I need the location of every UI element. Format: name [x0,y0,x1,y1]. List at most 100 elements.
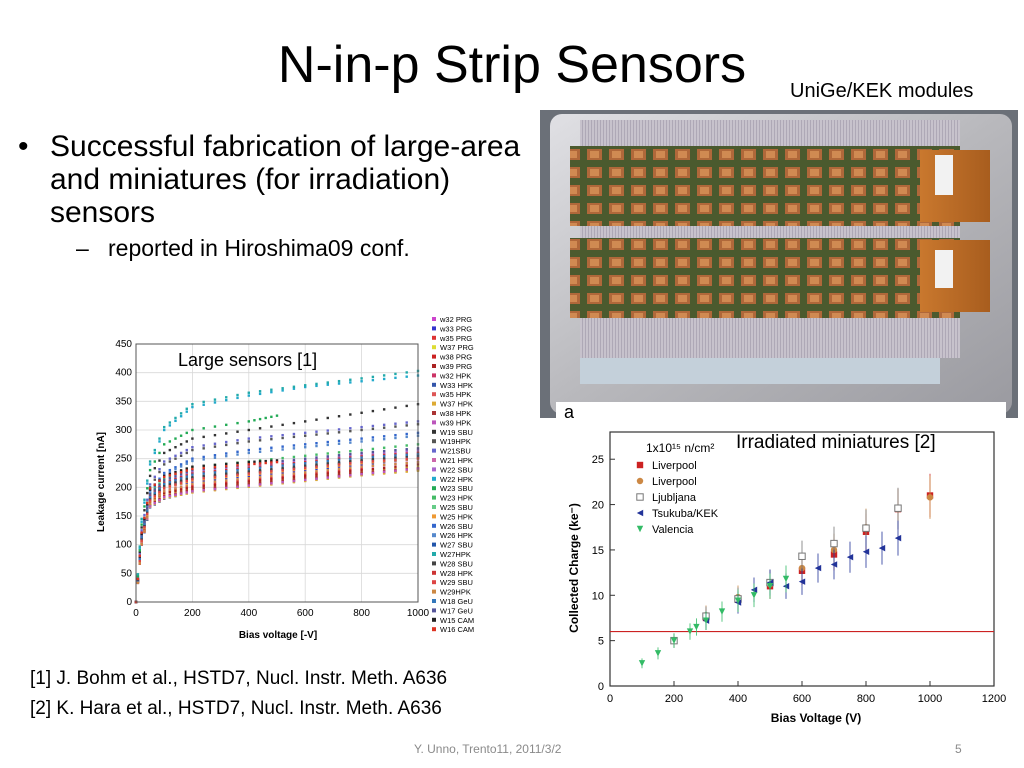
data-point [360,458,363,462]
data-point [326,383,329,386]
data-point [258,460,262,463]
data-point [360,451,363,455]
data-point [168,474,172,477]
data-point [247,464,250,468]
data-point [168,448,172,452]
data-point [236,430,239,433]
data-point [894,504,902,512]
data-point [213,398,217,401]
data-point [140,526,143,529]
y-tick-label: 20 [592,500,604,512]
data-point [382,469,386,472]
data-point [202,487,205,490]
y-tick-label: 10 [592,590,604,602]
data-point [153,451,156,455]
data-point [191,478,194,481]
data-point [371,460,375,463]
data-point [236,466,239,469]
data-point [185,477,188,480]
data-point [326,440,329,444]
x-tick-label: 600 [793,693,811,705]
data-point [702,617,710,624]
data-point [213,463,217,467]
data-point [148,490,152,494]
data-point [168,440,172,443]
data-point [247,480,250,483]
data-point [213,465,217,469]
legend-marker [432,599,436,603]
data-point [315,465,318,468]
data-point [202,466,205,470]
y-axis-label: Leakage current [nA] [96,432,107,532]
data-point [136,575,140,578]
data-point [146,506,149,509]
data-point [163,475,166,479]
data-point [270,435,273,438]
legend-label: W26 HPK [440,531,473,540]
x-tick-label: 600 [297,608,314,619]
data-point [140,517,143,521]
data-point [148,502,152,506]
data-point [140,529,143,532]
legend-label: W19HPK [440,437,471,446]
y-tick-label: 300 [115,425,132,436]
data-point [191,482,194,486]
data-point [174,479,177,482]
data-point [179,454,183,457]
data-point [191,490,194,493]
data-point [304,471,307,474]
data-point [247,420,250,423]
data-point [281,436,284,440]
data-point [292,478,296,481]
data-point [258,475,262,479]
legend-label: W21 HPK [440,456,473,465]
legend-label: W22 SBU [440,465,473,474]
data-point [798,578,806,585]
data-point [213,473,217,476]
data-point [337,463,341,466]
data-point [158,494,161,497]
y-tick-label: 250 [115,454,132,465]
data-point [371,439,375,442]
data-point [185,475,188,478]
data-point [337,475,341,478]
data-point [225,440,228,444]
data-point [153,495,156,498]
data-point [213,456,217,459]
data-point [163,484,166,487]
data-point [158,488,161,492]
data-point [191,437,194,440]
data-point [292,465,296,468]
data-point [168,468,172,472]
plot-frame [135,343,419,603]
data-point [326,472,329,475]
data-point [326,429,329,432]
data-point [146,491,149,495]
data-point [163,477,166,480]
data-point [191,486,194,489]
data-point [153,492,156,496]
data-point [225,462,228,466]
data-point [315,444,318,448]
legend-label: w38 PRG [439,353,472,362]
data-point [202,464,205,467]
data-point [202,472,205,475]
data-point [185,440,188,443]
module-photo [540,110,1018,418]
legend-label: W29 SBU [440,578,473,587]
data-point [349,472,352,475]
data-point [236,439,239,442]
x-tick-label: 800 [353,608,370,619]
x-tick-label: 1000 [918,693,942,705]
photo-caption: UniGe/KEK modules [790,80,974,102]
y-tick-label: 5 [598,636,604,648]
data-point [360,428,363,432]
data-point [360,411,363,414]
data-point [405,454,408,458]
legend-label: Tsukuba/KEK [652,508,719,520]
data-point [174,475,177,478]
legend-label: W28 HPK [440,569,473,578]
data-point [236,483,239,487]
y-tick-label: 50 [121,568,133,579]
data-point [862,548,870,555]
